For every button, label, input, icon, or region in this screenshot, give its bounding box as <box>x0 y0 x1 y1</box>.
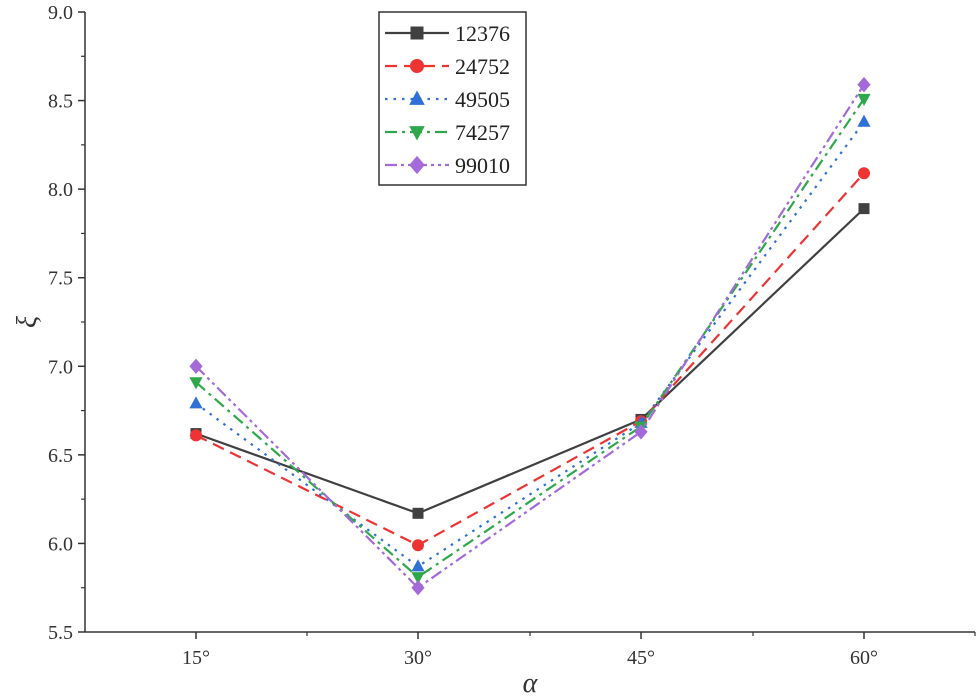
legend-marker <box>410 26 424 40</box>
x-axis-title: α <box>523 668 539 696</box>
legend-item: 12376 <box>385 21 510 46</box>
legend-label: 49505 <box>455 87 510 112</box>
legend-marker <box>409 90 425 105</box>
y-tick-label: 7.5 <box>48 268 73 290</box>
y-tick-label: 6.5 <box>48 445 73 467</box>
legend-item: 74257 <box>385 120 510 145</box>
series-49505 <box>189 114 871 572</box>
series-99010 <box>189 76 871 596</box>
legend-item: 49505 <box>385 87 510 112</box>
y-tick-label: 9.0 <box>48 2 73 24</box>
x-tick-label: 60° <box>850 647 878 669</box>
legend-marker <box>409 126 425 141</box>
data-point <box>412 507 424 519</box>
series-line <box>195 121 865 568</box>
y-tick-label: 8.5 <box>48 91 73 113</box>
data-point <box>412 539 424 552</box>
legend: 12376 24752 49505 74257 99010 <box>378 11 527 186</box>
y-tick-label: 8.0 <box>48 179 73 201</box>
data-point <box>858 167 870 180</box>
series-12376 <box>190 203 870 519</box>
data-point <box>857 76 871 93</box>
data-point <box>411 559 425 572</box>
data-point <box>189 358 203 374</box>
x-tick-label: 45° <box>627 647 655 669</box>
data-point <box>411 580 425 596</box>
data-point <box>857 114 871 127</box>
legend-item: 24752 <box>385 54 510 79</box>
y-tick-label: 6.0 <box>48 533 73 555</box>
y-tick-label: 5.5 <box>48 622 73 644</box>
legend-label: 12376 <box>455 21 510 46</box>
data-point <box>411 572 425 585</box>
series-line <box>195 84 865 590</box>
data-point <box>189 396 203 409</box>
series-line <box>195 172 865 547</box>
data-point <box>858 203 870 215</box>
legend-marker <box>409 155 425 175</box>
legend-item: 99010 <box>385 153 510 178</box>
series-74257 <box>189 93 871 585</box>
y-tick-label: 7.0 <box>48 356 73 378</box>
data-point <box>857 93 871 106</box>
series-line <box>195 207 865 515</box>
x-tick-label: 15° <box>182 647 210 669</box>
legend-label: 24752 <box>455 54 510 79</box>
data-point <box>190 429 202 442</box>
legend-label: 99010 <box>455 153 510 178</box>
series-group <box>189 76 871 596</box>
x-tick-label: 30° <box>404 647 432 669</box>
legend-marker <box>410 59 424 73</box>
data-point <box>634 424 648 440</box>
axes: 5.5 6.0 6.5 7.0 7.5 8.0 8.5 9.0 15° 30° 45° 60° <box>48 2 976 669</box>
data-point <box>189 377 203 390</box>
legend-label: 74257 <box>455 120 510 145</box>
y-axis-title: ξ <box>12 316 43 328</box>
series-line <box>195 98 865 579</box>
